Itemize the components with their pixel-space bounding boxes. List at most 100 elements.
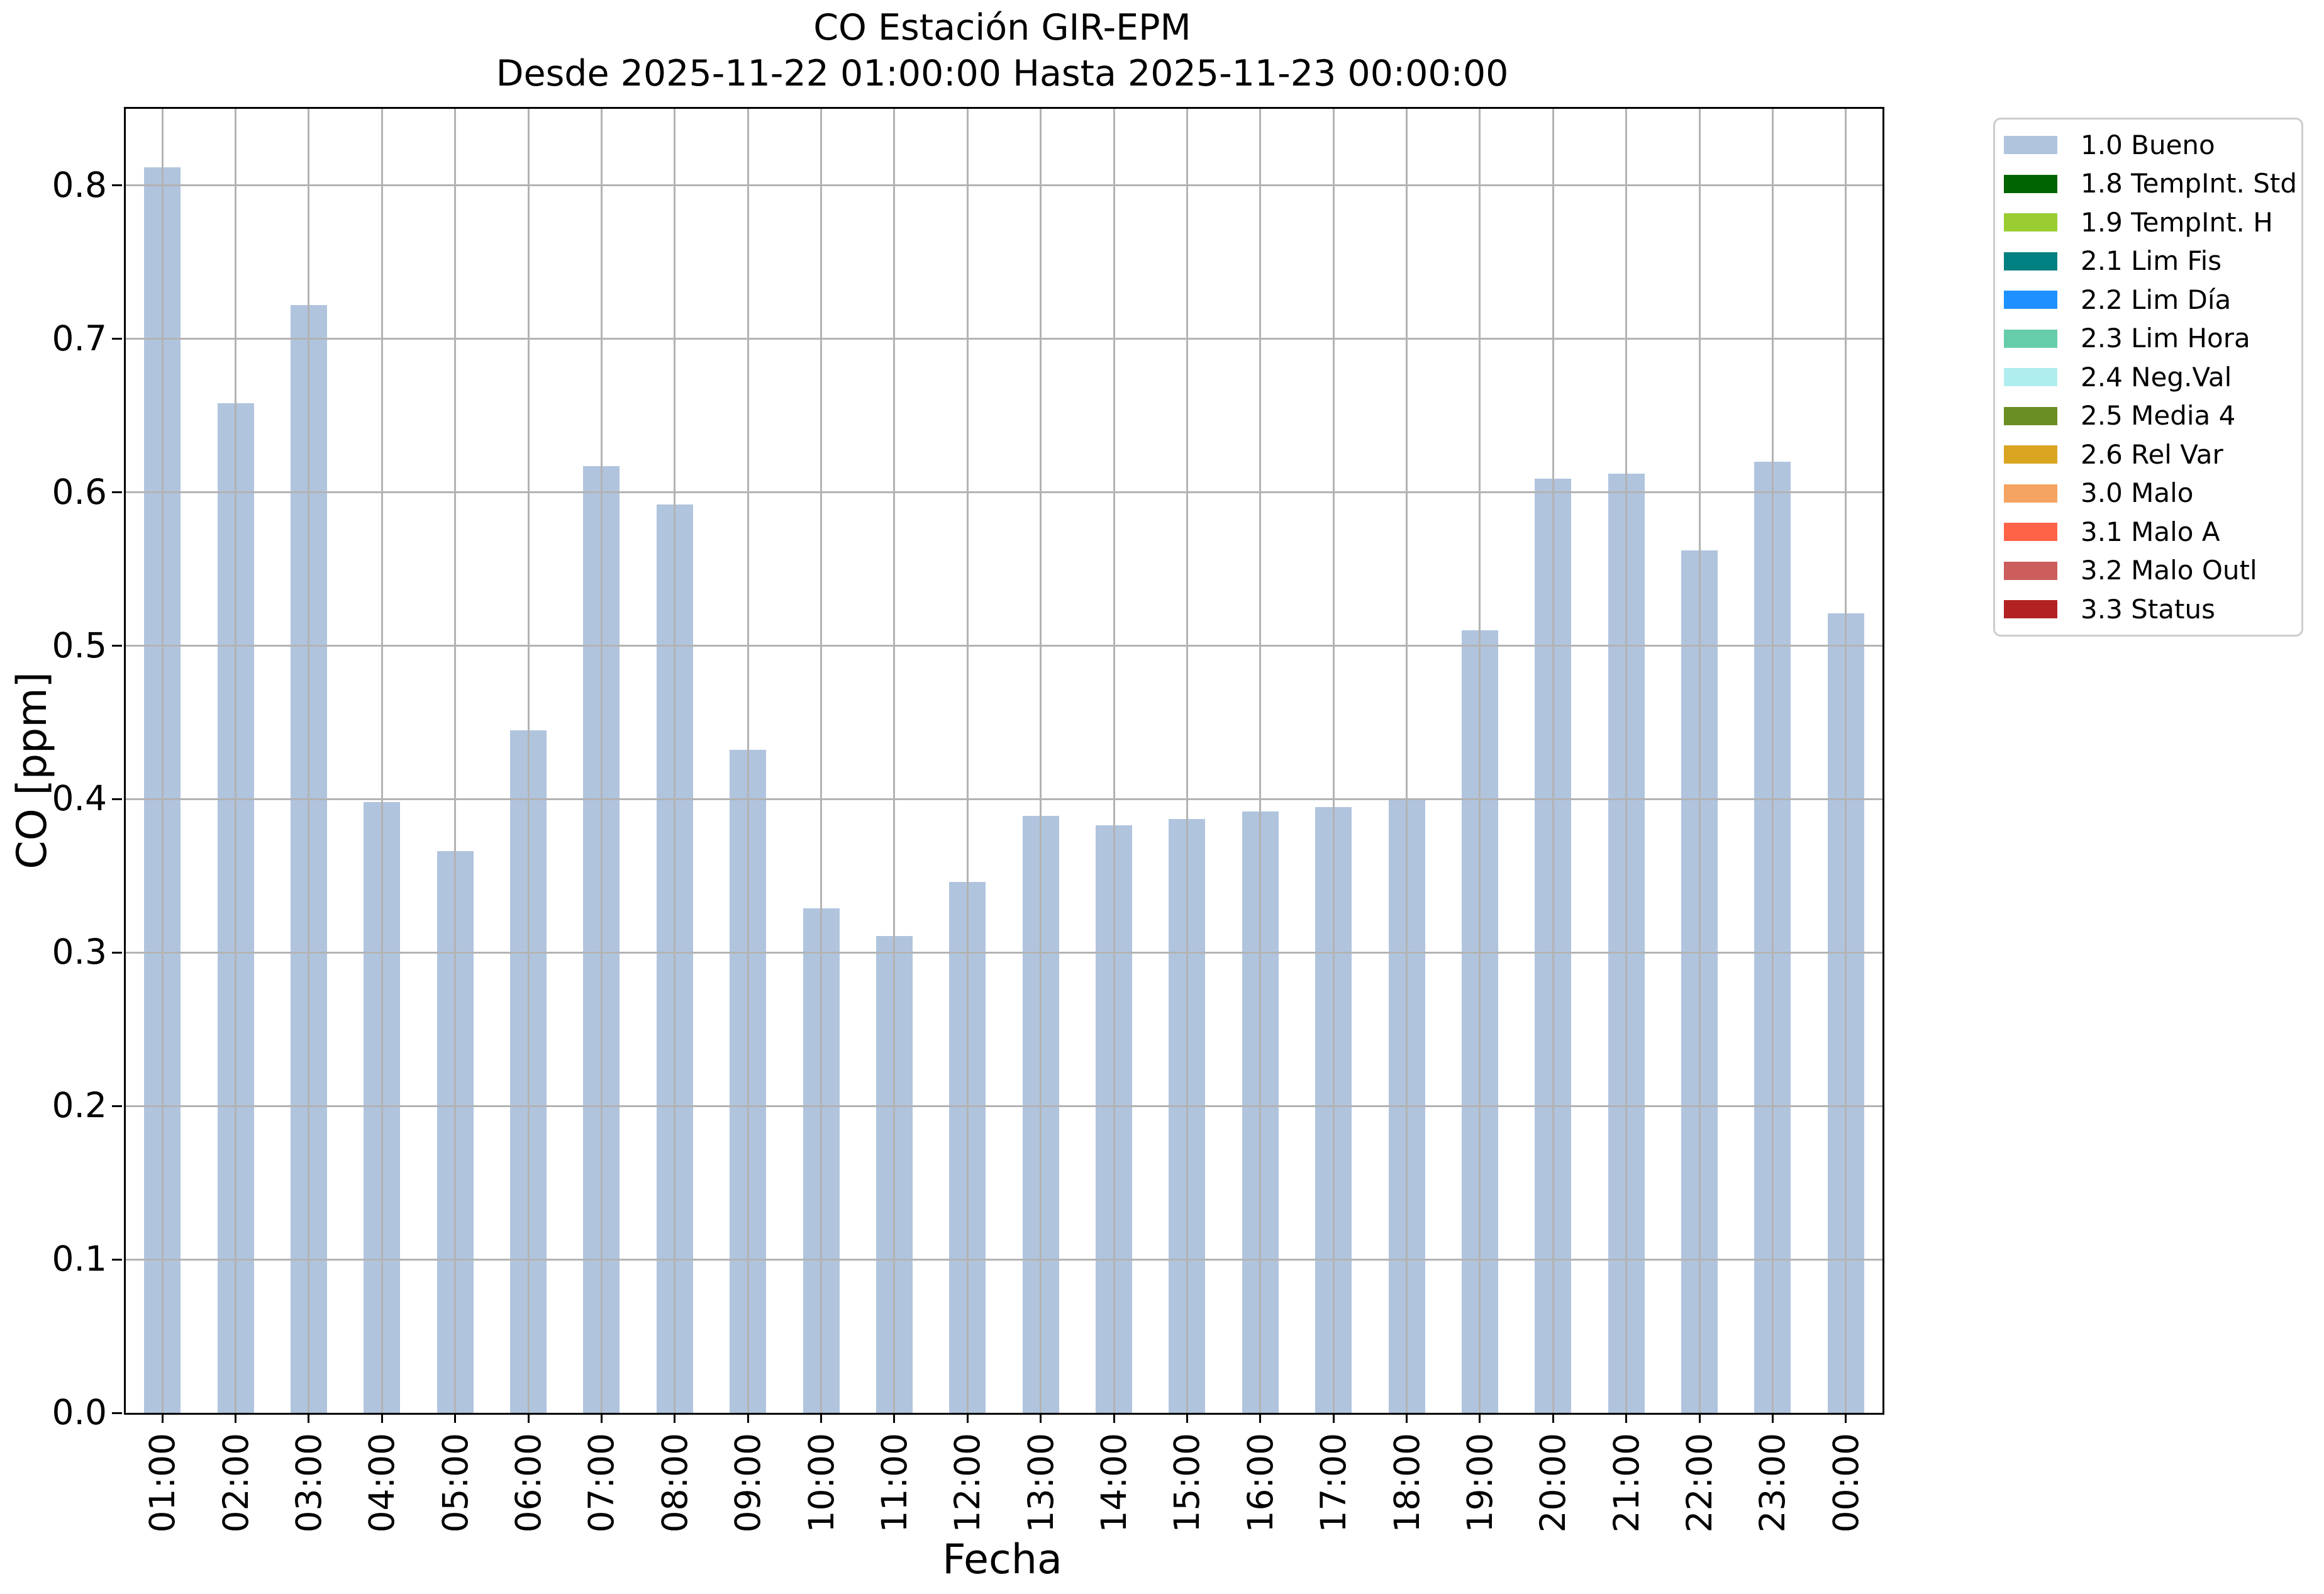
y-tick-label: 0.6	[52, 471, 107, 512]
legend-item: 2.4 Neg.Val	[1995, 358, 2301, 397]
x-tick	[1698, 1413, 1701, 1423]
h-gridline	[126, 491, 1882, 494]
x-tick-label: 23:00	[1752, 1433, 1793, 1533]
legend-label: 2.2 Lim Día	[2081, 284, 2232, 315]
v-gridline	[1625, 109, 1628, 1413]
x-tick-label: 20:00	[1533, 1433, 1574, 1533]
x-tick	[820, 1413, 823, 1423]
legend-swatch	[2004, 484, 2057, 503]
x-tick	[1479, 1413, 1481, 1423]
legend-label: 1.8 TempInt. Std	[2081, 168, 2298, 199]
legend-item: 2.2 Lim Día	[1995, 281, 2301, 320]
x-tick	[1406, 1413, 1408, 1423]
h-gridline	[126, 338, 1882, 340]
v-gridline	[161, 109, 164, 1413]
legend-label: 2.1 Lim Fis	[2081, 245, 2222, 276]
legend-swatch	[2004, 213, 2057, 231]
v-gridline	[674, 109, 676, 1413]
y-tick	[112, 798, 122, 800]
x-tick-label: 02:00	[215, 1433, 256, 1533]
legend-item: 1.0 Bueno	[1995, 126, 2301, 165]
h-gridline	[126, 645, 1882, 647]
x-tick	[527, 1413, 530, 1423]
y-tick	[112, 1412, 122, 1414]
legend-swatch	[2004, 329, 2057, 348]
h-gridline	[126, 798, 1882, 800]
y-tick-label: 0.7	[52, 318, 107, 359]
x-tick	[747, 1413, 749, 1423]
legend-swatch	[2004, 368, 2057, 386]
x-tick-label: 13:00	[1020, 1433, 1061, 1533]
x-tick	[1186, 1413, 1188, 1423]
legend-swatch	[2004, 136, 2057, 154]
v-gridline	[527, 109, 530, 1413]
x-tick-label: 03:00	[288, 1433, 329, 1533]
x-tick	[1845, 1413, 1847, 1423]
v-gridline	[1332, 109, 1335, 1413]
legend-item: 2.6 Rel Var	[1995, 435, 2301, 474]
legend-swatch	[2004, 291, 2057, 309]
legend-swatch	[2004, 561, 2057, 580]
x-tick	[674, 1413, 676, 1423]
v-gridline	[1259, 109, 1262, 1413]
y-tick-label: 0.1	[52, 1239, 107, 1279]
chart-title: CO Estación GIR-EPM Desde 2025-11-22 01:…	[124, 5, 1881, 97]
v-gridline	[1186, 109, 1188, 1413]
v-gridline	[308, 109, 310, 1413]
x-tick	[893, 1413, 896, 1423]
v-gridline	[820, 109, 823, 1413]
x-tick	[600, 1413, 603, 1423]
y-tick-label: 0.5	[52, 625, 107, 666]
y-tick	[112, 1105, 122, 1107]
x-tick	[454, 1413, 457, 1423]
x-tick-label: 09:00	[728, 1433, 769, 1533]
v-gridline	[1113, 109, 1115, 1413]
x-tick-label: 16:00	[1240, 1433, 1281, 1533]
x-tick	[966, 1413, 969, 1423]
x-tick	[1040, 1413, 1042, 1423]
v-gridline	[747, 109, 749, 1413]
x-tick-label: 15:00	[1167, 1433, 1208, 1533]
legend-swatch	[2004, 406, 2057, 425]
chart-title-line2: Desde 2025-11-22 01:00:00 Hasta 2025-11-…	[496, 53, 1509, 94]
h-gridline	[126, 184, 1882, 187]
x-tick-label: 00:00	[1825, 1433, 1866, 1533]
x-tick-label: 01:00	[142, 1433, 183, 1533]
y-tick	[112, 184, 122, 187]
legend-swatch	[2004, 252, 2057, 270]
legend-label: 2.5 Media 4	[2081, 400, 2236, 431]
legend-item: 1.8 TempInt. Std	[1995, 164, 2301, 203]
x-tick	[235, 1413, 237, 1423]
y-tick-label: 0.0	[52, 1392, 107, 1432]
legend: 1.0 Bueno 1.8 TempInt. Std 1.9 TempInt. H 2…	[1993, 118, 2303, 637]
legend-swatch	[2004, 174, 2057, 193]
v-gridline	[966, 109, 969, 1413]
y-tick	[112, 491, 122, 494]
h-gridline	[126, 1258, 1882, 1261]
x-tick-label: 18:00	[1386, 1433, 1427, 1533]
y-tick-label: 0.4	[52, 778, 107, 819]
v-gridline	[1698, 109, 1701, 1413]
x-tick-label: 19:00	[1459, 1433, 1500, 1533]
legend-label: 2.6 Rel Var	[2081, 438, 2223, 470]
v-gridline	[235, 109, 237, 1413]
y-tick	[112, 1258, 122, 1261]
v-gridline	[454, 109, 457, 1413]
legend-item: 3.3 Status	[1995, 590, 2301, 629]
legend-label: 3.3 Status	[2081, 593, 2215, 625]
x-axis-label: Fecha	[942, 1536, 1062, 1583]
h-gridline	[126, 951, 1882, 954]
legend-item: 3.1 Malo A	[1995, 513, 2301, 552]
x-tick-label: 17:00	[1313, 1433, 1354, 1533]
x-tick-label: 10:00	[801, 1433, 842, 1533]
x-tick	[308, 1413, 310, 1423]
x-tick-label: 14:00	[1094, 1433, 1135, 1533]
v-gridline	[1040, 109, 1042, 1413]
y-tick-label: 0.3	[52, 932, 107, 973]
y-axis-label: CO [ppm]	[9, 672, 56, 869]
plot-area	[124, 107, 1884, 1415]
v-gridline	[1845, 109, 1847, 1413]
x-tick	[1259, 1413, 1262, 1423]
v-gridline	[381, 109, 383, 1413]
